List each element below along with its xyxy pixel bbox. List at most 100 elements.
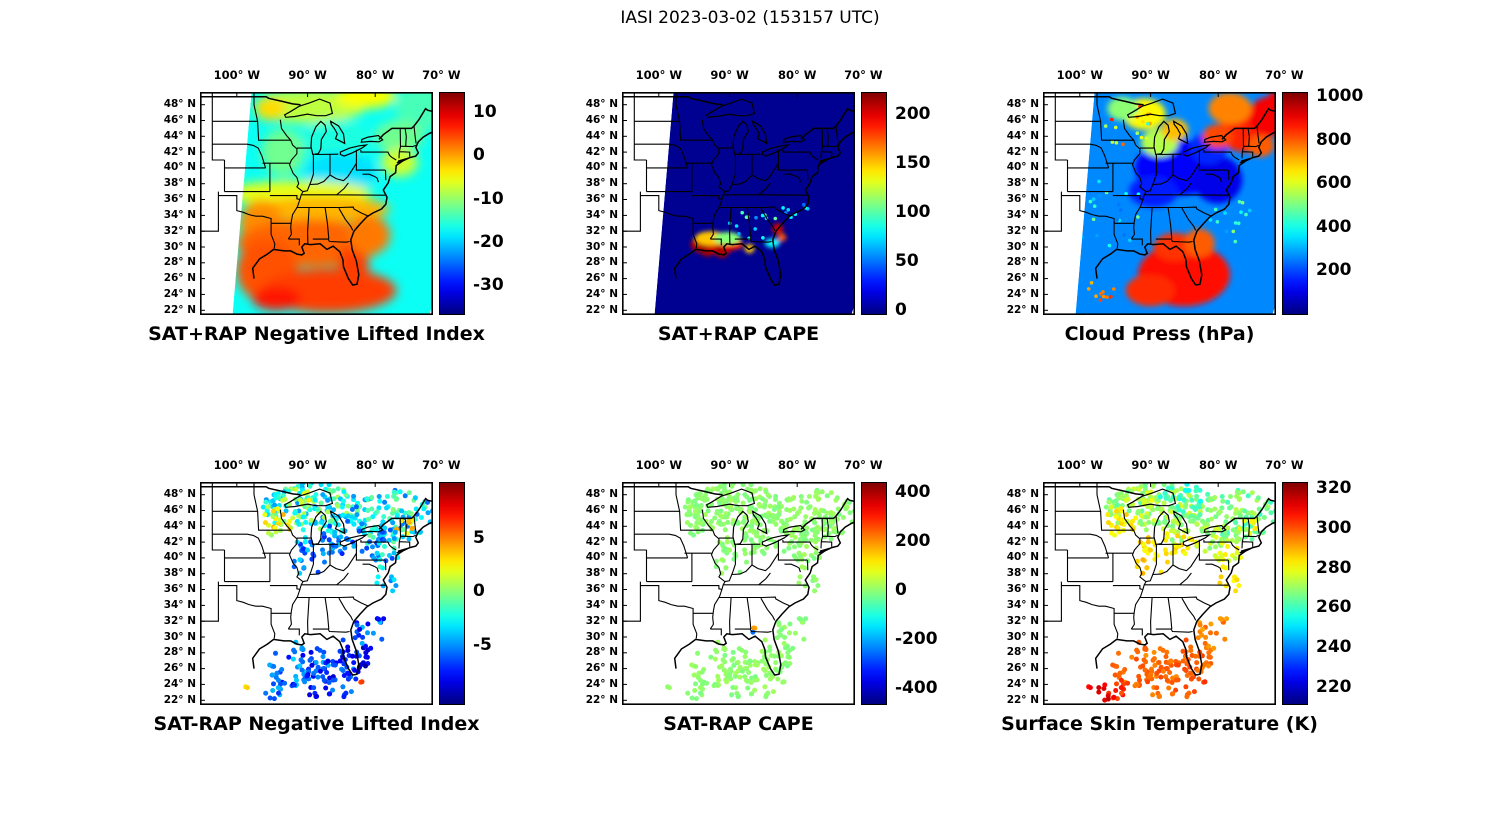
lat-tick-label: 30° N bbox=[1006, 240, 1039, 253]
lat-tick-label: 38° N bbox=[1006, 177, 1039, 190]
colorbar bbox=[861, 92, 887, 315]
panel-cloud-press-hpa: 100° W 90° W 80° W 70° W 48° N 46° N 44° N 42° … bbox=[968, 52, 1388, 364]
lat-tick-label: 38° N bbox=[163, 177, 196, 190]
lat-tick-label: 28° N bbox=[585, 646, 618, 659]
colorbar-tick-label: 150 bbox=[895, 152, 931, 173]
lat-tick-label: 28° N bbox=[163, 646, 196, 659]
lon-tick-label: 70° W bbox=[422, 68, 461, 82]
lon-tick-label: 100° W bbox=[635, 68, 683, 82]
great-lakes bbox=[283, 488, 384, 547]
lat-tick-label: 34° N bbox=[585, 208, 618, 221]
great-lakes bbox=[1126, 488, 1227, 547]
panel-title: Surface Skin Temperature (K) bbox=[1001, 713, 1318, 735]
panel-title: SAT-RAP Negative Lifted Index bbox=[153, 713, 480, 735]
lat-tick-label: 34° N bbox=[585, 598, 618, 611]
lat-tick-label: 44° N bbox=[163, 129, 196, 142]
colorbar-tick-label: -30 bbox=[473, 275, 504, 296]
lat-tick-label: 24° N bbox=[585, 677, 618, 690]
lat-tick-label: 36° N bbox=[1006, 583, 1039, 595]
colorbar-tick-label: 0 bbox=[895, 300, 907, 321]
lat-tick-label: 44° N bbox=[163, 519, 196, 532]
lon-tick-label: 80° W bbox=[777, 458, 817, 472]
lon-tick-label: 90° W bbox=[288, 68, 327, 82]
lat-tick-label: 40° N bbox=[585, 161, 618, 174]
map-svg bbox=[622, 482, 855, 705]
colorbar-tick-label: -20 bbox=[473, 232, 504, 252]
lat-tick-label: 22° N bbox=[1006, 693, 1039, 706]
lat-tick-label: 26° N bbox=[1006, 272, 1039, 285]
lon-tick-label: 80° W bbox=[1198, 68, 1238, 82]
panel-sat-rap-negative-lifted-index: 100° W 90° W 80° W 70° W 48° N 46° N 44° N 42° … bbox=[125, 442, 545, 754]
map-frame bbox=[1043, 482, 1276, 705]
colorbar bbox=[439, 482, 465, 705]
lat-tick-label: 32° N bbox=[1006, 614, 1039, 627]
lat-tick-label: 42° N bbox=[163, 535, 196, 548]
lat-tick-label: 40° N bbox=[163, 161, 196, 174]
lon-tick-label: 90° W bbox=[710, 68, 749, 82]
lon-tick-label: 100° W bbox=[1056, 458, 1104, 472]
colorbar-tick-label: 400 bbox=[1316, 216, 1352, 237]
map-svg bbox=[1043, 92, 1276, 315]
lat-tick-label: 48° N bbox=[585, 98, 618, 111]
lat-tick-label: 22° N bbox=[163, 693, 196, 706]
lat-tick-label: 36° N bbox=[585, 193, 618, 205]
lat-tick-label: 38° N bbox=[163, 567, 196, 580]
lat-tick-label: 46° N bbox=[1006, 504, 1039, 516]
map-frame bbox=[622, 92, 855, 315]
lat-tick-label: 34° N bbox=[1006, 598, 1039, 611]
lat-tick-label: 32° N bbox=[163, 614, 196, 627]
lat-tick-label: 28° N bbox=[163, 256, 196, 269]
coastline bbox=[200, 95, 433, 286]
map bbox=[1043, 482, 1276, 705]
map-svg bbox=[200, 92, 433, 315]
colorbar-tick-label: -200 bbox=[895, 629, 938, 650]
lat-tick-label: 24° N bbox=[585, 287, 618, 300]
colorbar-tick-label: 0 bbox=[473, 581, 485, 602]
colorbar-tick-label: 400 bbox=[895, 481, 931, 502]
lat-tick-label: 46° N bbox=[585, 504, 618, 516]
colorbar-tick-label: 0 bbox=[473, 145, 485, 165]
lat-tick-label: 42° N bbox=[1006, 535, 1039, 548]
lat-tick-label: 44° N bbox=[1006, 129, 1039, 142]
lat-tick-label: 30° N bbox=[585, 240, 618, 253]
state-borders bbox=[622, 92, 855, 286]
lat-tick-label: 28° N bbox=[1006, 256, 1039, 269]
panel-title: SAT+RAP CAPE bbox=[657, 323, 820, 345]
colorbar-tick-label: 100 bbox=[895, 201, 931, 222]
lon-tick-label: 70° W bbox=[844, 458, 883, 472]
lat-tick-label: 46° N bbox=[1006, 114, 1039, 126]
lat-tick-label: 48° N bbox=[163, 98, 196, 111]
state-lines bbox=[1043, 92, 1260, 249]
lat-tick-label: 24° N bbox=[163, 287, 196, 300]
panel-title: SAT+RAP Negative Lifted Index bbox=[148, 323, 485, 345]
data-points bbox=[243, 482, 433, 702]
lat-tick-label: 46° N bbox=[163, 504, 196, 516]
map-frame bbox=[200, 482, 433, 705]
lat-tick-label: 28° N bbox=[1006, 646, 1039, 659]
colorbar-tick-label: 1000 bbox=[1316, 86, 1364, 107]
lon-tick-label: 80° W bbox=[1198, 458, 1238, 472]
lat-tick-label: 38° N bbox=[585, 567, 618, 580]
lon-tick-label: 70° W bbox=[844, 68, 883, 82]
lat-tick-label: 40° N bbox=[163, 551, 196, 564]
map-frame bbox=[622, 482, 855, 705]
state-borders bbox=[200, 92, 433, 286]
lat-tick-label: 40° N bbox=[585, 551, 618, 564]
lat-tick-label: 40° N bbox=[1006, 551, 1039, 564]
state-lines bbox=[200, 482, 417, 639]
state-lines bbox=[622, 482, 839, 639]
lat-tick-label: 42° N bbox=[585, 535, 618, 548]
map bbox=[200, 482, 433, 705]
great-lakes bbox=[705, 488, 806, 547]
colorbar bbox=[1282, 482, 1308, 705]
map-svg bbox=[622, 92, 855, 315]
lon-tick-label: 70° W bbox=[1265, 68, 1304, 82]
map-frame bbox=[200, 92, 433, 315]
lat-tick-label: 32° N bbox=[1006, 224, 1039, 237]
lat-tick-label: 24° N bbox=[163, 677, 196, 690]
lat-tick-label: 48° N bbox=[585, 488, 618, 501]
panel-sat-rap-cape: 100° W 90° W 80° W 70° W 48° N 46° N 44° N 42° … bbox=[547, 52, 967, 364]
lon-tick-label: 90° W bbox=[288, 458, 327, 472]
lat-tick-label: 38° N bbox=[585, 177, 618, 190]
